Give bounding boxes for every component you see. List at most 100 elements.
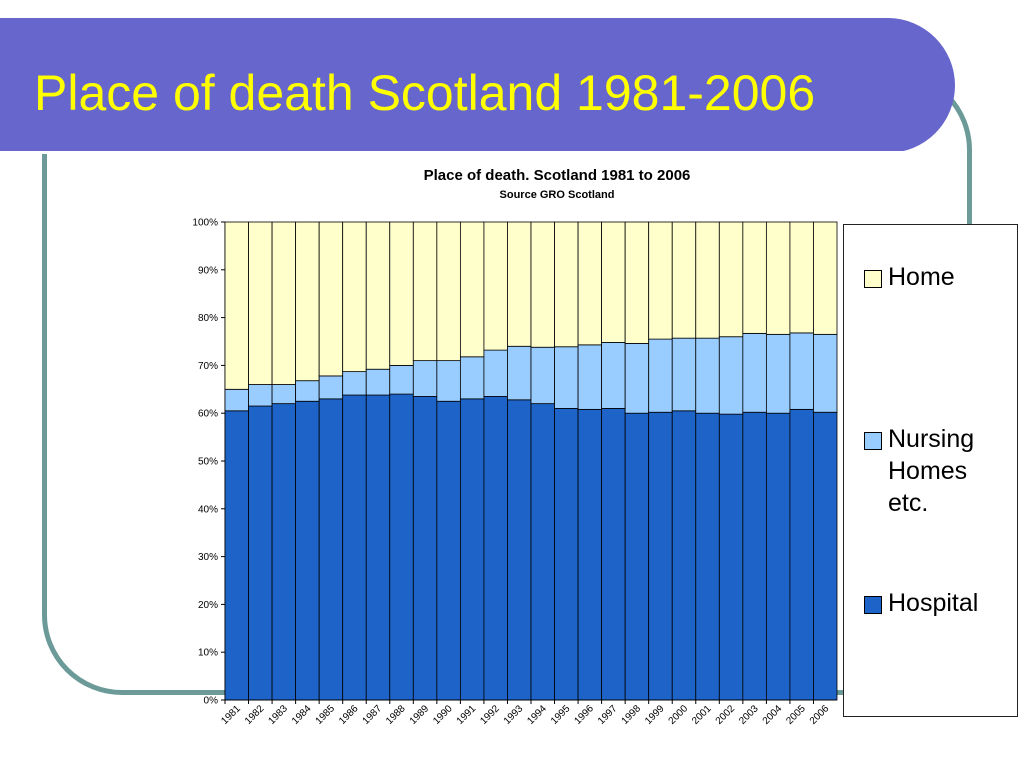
bar-home-1997 (601, 221, 626, 343)
bar-nursing-homes-etc-1992 (483, 349, 508, 397)
bar-nursing-homes-etc-1999 (648, 338, 673, 413)
bar-nursing-homes-etc-2005 (789, 332, 814, 410)
x-tick-label: 1992 (478, 703, 502, 727)
bar-home-1986 (342, 221, 367, 373)
bar-home-1998 (624, 221, 650, 344)
y-tick-label: 40% (198, 504, 218, 515)
bar-home-1983 (271, 221, 297, 385)
bar-hospital-2004 (765, 412, 791, 701)
y-tick-label: 20% (198, 600, 218, 611)
bar-hospital-1987 (365, 394, 391, 701)
bar-hospital-2002 (718, 413, 744, 701)
bar-hospital-1990 (436, 400, 461, 701)
bar-nursing-homes-etc-2003 (742, 332, 767, 413)
slide-title: Place of death Scotland 1981-2006 (34, 65, 816, 121)
bar-home-2005 (789, 221, 814, 334)
bar-home-1993 (507, 221, 532, 347)
x-tick-label: 2004 (761, 703, 785, 727)
bar-nursing-homes-etc-1984 (295, 380, 320, 402)
legend-item-home: Home (864, 261, 1013, 293)
bar-hospital-2005 (789, 408, 814, 701)
bar-hospital-2000 (671, 410, 697, 701)
y-tick-label: 60% (198, 409, 218, 420)
x-tick-label: 1998 (620, 703, 644, 727)
bar-nursing-homes-etc-1983 (271, 384, 297, 405)
bar-home-1984 (295, 221, 320, 382)
bar-nursing-homes-etc-2006 (813, 333, 838, 413)
bar-nursing-homes-etc-1991 (459, 356, 485, 400)
chart-title: Place of death. Scotland 1981 to 2006 (424, 167, 691, 184)
title-banner: Place of death Scotland 1981-2006 (0, 18, 955, 154)
bar-nursing-homes-etc-1996 (577, 344, 603, 410)
x-tick-label: 1989 (408, 703, 432, 727)
bars (224, 221, 838, 701)
x-tick-label: 1981 (219, 703, 243, 727)
bar-nursing-homes-etc-1988 (389, 364, 414, 395)
bar-hospital-1986 (342, 394, 367, 701)
bar-hospital-1981 (224, 410, 249, 701)
legend-label-home: Home (888, 263, 955, 291)
bar-home-1996 (577, 221, 603, 346)
bar-home-1982 (248, 221, 273, 385)
bar-hospital-1982 (248, 405, 273, 701)
bar-home-2003 (742, 221, 767, 334)
x-tick-label: 2006 (808, 703, 832, 727)
bar-hospital-1995 (554, 408, 579, 701)
y-tick-label: 100% (192, 218, 218, 229)
bar-nursing-homes-etc-2002 (718, 336, 744, 415)
bar-hospital-1998 (624, 412, 650, 701)
y-tick-label: 90% (198, 265, 218, 276)
bar-nursing-homes-etc-1986 (342, 371, 367, 396)
legend-label-nursing-homes: Nursing Homes etc. (888, 425, 975, 517)
legend-item-nursing-homes: Nursing Homes etc. (864, 423, 1013, 519)
bar-hospital-1992 (483, 396, 508, 701)
bar-hospital-1989 (412, 396, 438, 701)
bar-home-1999 (648, 221, 673, 340)
bar-hospital-1993 (507, 399, 532, 701)
x-tick-label: 2002 (714, 703, 738, 727)
bar-nursing-homes-etc-1987 (365, 368, 391, 396)
x-tick-label: 2005 (784, 703, 808, 727)
x-tick-label: 1982 (243, 703, 267, 727)
x-axis: 1981 1982 1983 1984 1985 1986 1987 1988 1989 1990… (219, 699, 837, 727)
bar-home-1994 (530, 221, 555, 348)
bar-nursing-homes-etc-1982 (248, 384, 273, 407)
bar-nursing-homes-etc-1989 (412, 360, 438, 397)
bar-hospital-1994 (530, 403, 555, 701)
bar-nursing-homes-etc-1993 (507, 345, 532, 401)
bar-hospital-1999 (648, 411, 673, 701)
legend: Home Nursing Homes etc. Hospital (843, 224, 1018, 717)
bar-home-1981 (224, 221, 249, 390)
x-tick-label: 1995 (549, 703, 573, 727)
y-tick-label: 0% (204, 696, 219, 707)
bar-home-1990 (436, 221, 461, 362)
bar-nursing-homes-etc-1990 (436, 360, 461, 402)
bar-nursing-homes-etc-2000 (671, 337, 697, 412)
bar-home-1991 (459, 221, 485, 358)
x-tick-label: 1990 (431, 703, 455, 727)
x-tick-label: 1996 (572, 703, 596, 727)
chart-subtitle: Source GRO Scotland (500, 189, 615, 201)
bar-home-2002 (718, 221, 744, 338)
bar-nursing-homes-etc-1985 (318, 375, 344, 400)
bar-nursing-homes-etc-1998 (624, 343, 650, 414)
y-tick-label: 70% (198, 361, 218, 372)
bar-hospital-1991 (459, 398, 485, 701)
x-tick-label: 1986 (337, 703, 361, 727)
bar-home-2000 (671, 221, 697, 339)
legend-item-hospital: Hospital (864, 587, 1013, 619)
bar-home-1992 (483, 221, 508, 351)
y-tick-label: 10% (198, 648, 218, 659)
legend-swatch-nursing-homes (864, 432, 882, 450)
x-tick-label: 1991 (455, 703, 479, 727)
bar-hospital-2001 (695, 412, 720, 701)
x-tick-label: 2001 (690, 703, 714, 727)
bar-nursing-homes-etc-1981 (224, 388, 249, 412)
bar-home-1988 (389, 221, 414, 366)
y-tick-label: 80% (198, 313, 218, 324)
x-tick-label: 1985 (314, 703, 338, 727)
y-tick-label: 30% (198, 552, 218, 563)
x-tick-label: 1983 (266, 703, 290, 727)
bar-nursing-homes-etc-1994 (530, 346, 555, 405)
